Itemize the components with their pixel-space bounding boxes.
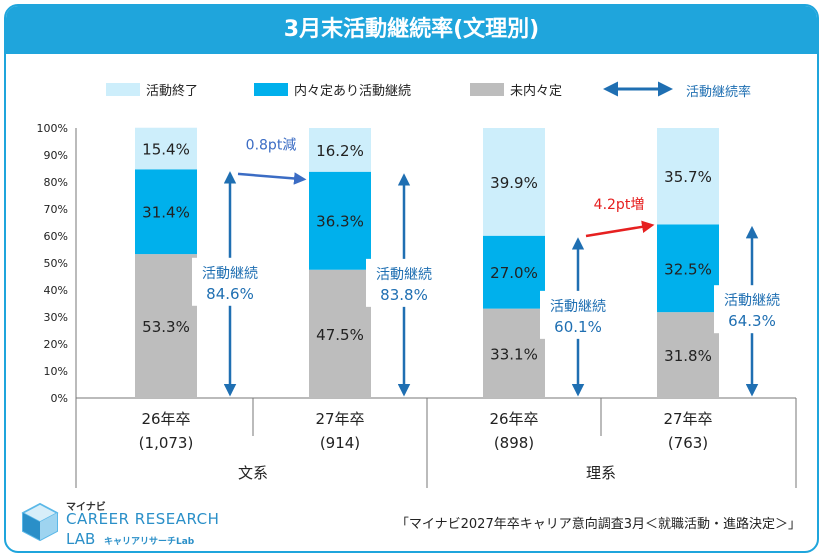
bar-segment-undecided bbox=[135, 254, 197, 398]
continuation-value: 83.8% bbox=[380, 286, 428, 304]
group-label: 理系 bbox=[586, 464, 616, 482]
bar-segment-ended bbox=[657, 128, 719, 225]
group-label: 文系 bbox=[238, 464, 268, 482]
continuation-label-bg bbox=[366, 258, 442, 307]
change-annotation-arrow bbox=[237, 172, 307, 185]
legend-label-rate: 活動継続率 bbox=[686, 84, 751, 100]
bar-label-undecided: 33.1% bbox=[490, 345, 538, 363]
chart-frame: 3月末活動継続率(文理別) 活動終了 内々定あり活動継続 未内々定 活動継続率 0% 10… bbox=[4, 4, 819, 553]
continuation-label-bg bbox=[192, 257, 268, 306]
bar-segment-ended bbox=[309, 128, 371, 172]
bar-segment-continuing bbox=[135, 169, 197, 255]
legend-swatch-ended bbox=[106, 83, 140, 96]
legend-label-undecided: 未内々定 bbox=[510, 83, 562, 99]
bar-segment-undecided bbox=[483, 308, 545, 398]
bar-segment-undecided bbox=[309, 269, 371, 398]
bar-label-continuing: 32.5% bbox=[664, 260, 712, 278]
y-tick-label: 90% bbox=[44, 149, 68, 162]
bar-label-undecided: 53.3% bbox=[142, 318, 190, 336]
legend-swatch-continuing bbox=[254, 83, 288, 96]
continuation-label-bg bbox=[540, 290, 616, 339]
legend-swatch-undecided bbox=[470, 83, 504, 96]
bar-label-continuing: 27.0% bbox=[490, 264, 538, 282]
logo-lab: LAB bbox=[66, 530, 96, 548]
category-label: 26年卒 bbox=[141, 410, 190, 428]
y-tick-label: 20% bbox=[44, 338, 68, 351]
bar-label-ended: 35.7% bbox=[664, 168, 712, 186]
logo-career-research: CAREER RESEARCH bbox=[66, 510, 220, 528]
logo-mynavi: マイナビ bbox=[66, 502, 106, 513]
stacked-bar-chart: 活動終了 内々定あり活動継続 未内々定 活動継続率 0% 10% 20% 30% 40% 50% 6… bbox=[37, 81, 797, 488]
chart-title: 3月末活動継続率(文理別) bbox=[6, 6, 817, 54]
bar-label-continuing: 31.4% bbox=[142, 204, 190, 222]
legend-label-ended: 活動終了 bbox=[146, 83, 198, 99]
bar-segment-continuing bbox=[657, 224, 719, 313]
bar-label-ended: 39.9% bbox=[490, 174, 538, 192]
bar-segment-continuing bbox=[483, 235, 545, 309]
logo-subtitle: キャリアリサーチLab bbox=[104, 537, 195, 547]
continuation-label: 活動継続 bbox=[724, 292, 780, 309]
category-label: 27年卒 bbox=[663, 410, 712, 428]
source-note: 「マイナビ2027年卒キャリア意向調査3月＜就職活動・進路決定＞」 bbox=[395, 517, 801, 532]
change-annotation-label: 0.8pt減 bbox=[246, 137, 297, 154]
bar-segment-ended bbox=[483, 128, 545, 236]
y-tick-label: 10% bbox=[44, 365, 68, 378]
y-tick-label: 70% bbox=[44, 203, 68, 216]
y-tick-label: 30% bbox=[44, 311, 68, 324]
bar-segment-ended bbox=[135, 127, 197, 170]
change-annotation-arrow bbox=[585, 220, 655, 238]
y-tick-label: 0% bbox=[51, 392, 68, 405]
continuation-label: 活動継続 bbox=[550, 298, 606, 315]
continuation-value: 84.6% bbox=[206, 285, 254, 303]
y-tick-label: 100% bbox=[37, 122, 68, 135]
continuation-value: 60.1% bbox=[554, 318, 602, 336]
change-annotation-label: 4.2pt増 bbox=[594, 197, 645, 213]
continuation-label-bg bbox=[714, 285, 790, 334]
sample-size-label: (914) bbox=[320, 434, 360, 452]
logo: マイナビ CAREER RESEARCH LAB キャリアリサーチLab bbox=[20, 500, 220, 550]
y-tick-label: 60% bbox=[44, 230, 68, 243]
bar-label-ended: 15.4% bbox=[142, 141, 190, 159]
sample-size-label: (763) bbox=[668, 434, 708, 452]
category-label: 26年卒 bbox=[489, 410, 538, 428]
bar-segment-undecided bbox=[657, 312, 719, 398]
bar-label-continuing: 36.3% bbox=[316, 213, 364, 231]
continuation-value: 64.3% bbox=[728, 312, 776, 330]
sample-size-label: (1,073) bbox=[139, 434, 194, 452]
category-label: 27年卒 bbox=[315, 410, 364, 428]
legend-label-continuing: 内々定あり活動継続 bbox=[294, 83, 411, 99]
logo-cube-icon bbox=[21, 502, 59, 542]
bar-label-undecided: 47.5% bbox=[316, 326, 364, 344]
y-tick-label: 40% bbox=[44, 284, 68, 297]
y-tick-label: 80% bbox=[44, 176, 68, 189]
sample-size-label: (898) bbox=[494, 434, 534, 452]
bar-segment-continuing bbox=[309, 171, 371, 270]
continuation-label: 活動継続 bbox=[376, 266, 432, 283]
bar-label-undecided: 31.8% bbox=[664, 347, 712, 365]
y-tick-label: 50% bbox=[44, 257, 68, 270]
bar-label-ended: 16.2% bbox=[316, 142, 364, 160]
continuation-label: 活動継続 bbox=[202, 265, 258, 282]
